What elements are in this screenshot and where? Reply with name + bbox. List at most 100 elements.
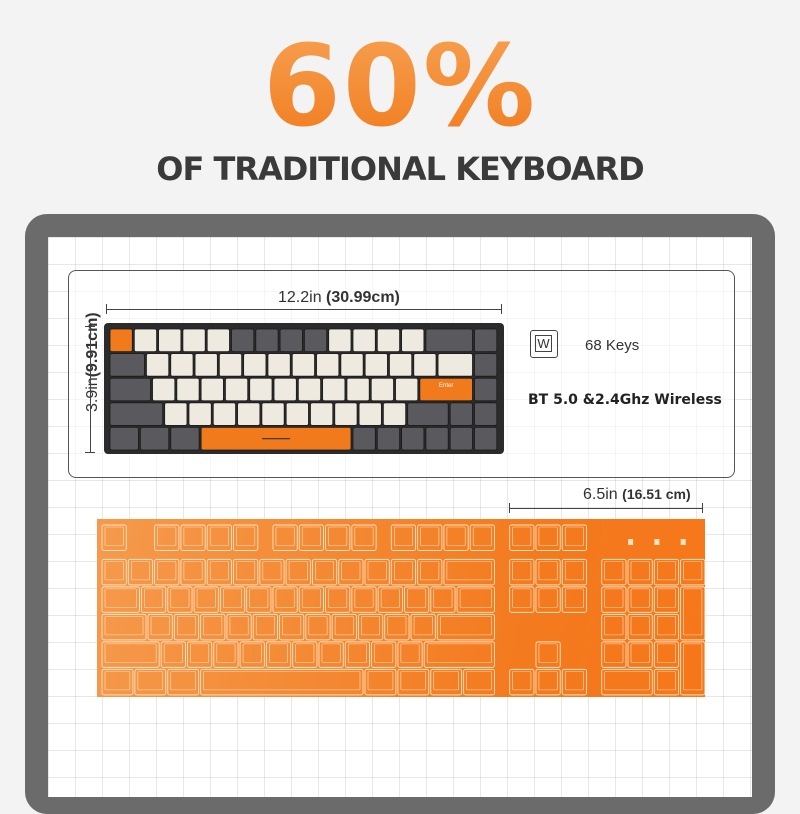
key-outline [246,586,272,613]
key-outline [535,641,561,668]
key [376,328,400,353]
difference-cm: (16.51 cm) [622,486,691,502]
dimension-tick [509,503,510,513]
key-outline [101,668,134,696]
key [358,402,382,426]
key-outline [213,641,239,668]
key-outline [509,524,535,551]
key [206,328,230,353]
key [231,328,255,353]
key-outline [325,586,351,613]
key [449,427,473,451]
height-cm: (9.91cm) [84,312,101,378]
key [109,427,139,451]
keycap-letter: W [535,335,552,352]
key-outline [141,586,167,613]
led-indicator-icon [654,539,660,545]
key-outline [173,613,200,641]
key [425,427,449,451]
key-outline [364,558,390,586]
key-outline [147,613,173,641]
headline-percentage: 60% [0,22,800,152]
key-outline [206,524,232,551]
key [212,402,236,426]
key-outline [259,558,285,586]
key [291,353,315,377]
key-outline [509,668,535,696]
key-outline [627,558,653,586]
key-outline [430,668,463,696]
width-dimension: 12.2in (30.99cm) [278,289,400,307]
key [382,402,407,426]
key-outline [180,558,206,586]
key-outline [561,586,587,613]
key-outline [535,668,561,696]
key-outline [193,586,219,613]
key-outline [417,558,443,586]
key [474,402,498,426]
key-outline [154,524,180,551]
key-count: 68 Keys [585,337,640,354]
key-outline [377,586,403,613]
key-outline [653,558,680,586]
key [109,353,145,377]
key-outline [509,586,535,613]
key-outline [535,558,561,586]
key [310,402,334,426]
key [218,353,243,377]
key [261,402,285,426]
width-cm: (30.99cm) [326,289,400,306]
key [346,377,370,402]
key [474,427,498,451]
key-outline [627,613,653,641]
height-inches: 3.9in [84,377,101,412]
key-outline [601,668,653,696]
dimension-tick [501,304,502,314]
key [200,377,224,402]
key-outline [653,586,680,613]
key-outline [351,586,377,613]
key [237,402,261,426]
difference-dimension-line [509,508,702,509]
key-outline [233,524,259,551]
key-outline [285,558,311,586]
key-outline [417,524,443,551]
key-outline [397,641,423,668]
key [297,377,322,402]
key [322,377,346,402]
key-outline [127,558,154,586]
key [376,427,400,451]
key-outline [305,613,331,641]
key-outline [279,613,305,641]
key-outline [338,558,364,586]
key [303,328,328,353]
keycap-icon: W [530,330,558,358]
key-outline [384,613,410,641]
key-outline [351,524,377,551]
key [133,328,157,353]
full-size-keyboard-outline [97,519,706,697]
key [152,377,176,402]
width-dimension-line [106,309,502,310]
key-outline [423,641,495,668]
key [449,402,473,426]
key-outline [311,558,338,586]
key-outline [357,613,384,641]
key [243,353,267,377]
dimension-tick [85,326,95,327]
key-outline [200,668,364,696]
key-outline [318,641,344,668]
key-outline [601,613,627,641]
key-outline [101,641,160,668]
key [255,328,279,353]
compact-keyboard-image: Enter [104,323,504,454]
width-inches: 12.2in [278,289,322,306]
key [474,377,498,402]
key-outline [397,668,430,696]
key [285,402,309,426]
key [407,402,449,426]
key-outline [371,641,397,668]
key-outline [410,613,436,641]
key-outline [233,558,259,586]
dimension-tick [702,503,703,513]
